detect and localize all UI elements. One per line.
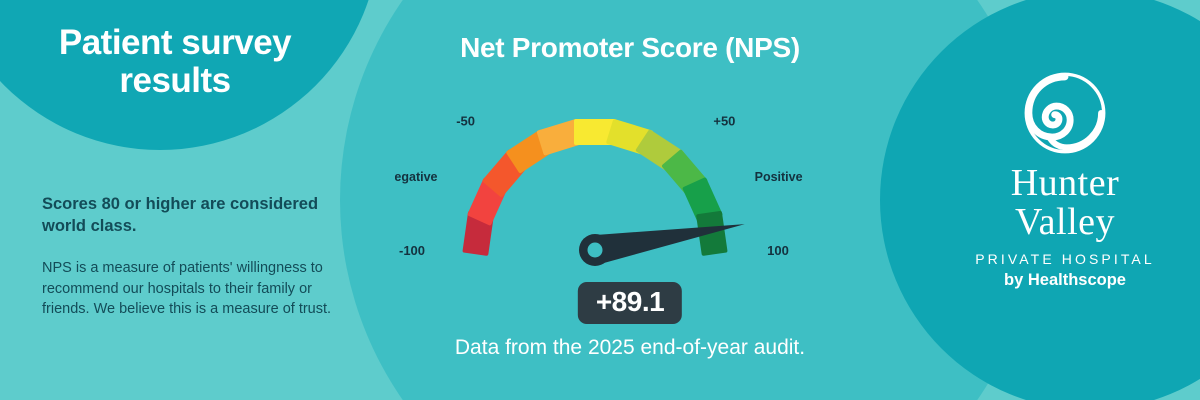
gauge-zone-label: Positive	[755, 170, 803, 184]
nps-value-badge: +89.1	[577, 282, 683, 325]
gauge-needle	[579, 224, 745, 266]
logo-name-line2: Valley	[1014, 200, 1116, 243]
gauge-zone-labels: Negative Positive	[395, 170, 803, 184]
left-panel: Patient survey results Scores 80 or high…	[0, 0, 390, 400]
gauge-tick-label: 100	[767, 243, 789, 258]
hunter-valley-spiral-icon	[1024, 72, 1106, 154]
gauge-segment	[574, 119, 616, 145]
chart-caption: Data from the 2025 end-of-year audit.	[454, 336, 806, 359]
gauge-segment	[536, 119, 584, 156]
logo-name-line1: Hunter	[1010, 162, 1120, 204]
page-title: Patient survey results	[58, 23, 292, 100]
gauge-tick-label: +50	[713, 114, 735, 129]
center-panel: Net Promoter Score (NPS) -100-500+50100 …	[375, 0, 885, 400]
gauge-zone-label: Negative	[395, 170, 438, 184]
gauge-segments	[462, 119, 728, 256]
background-circle-right	[880, 0, 1200, 400]
left-body-text: NPS is a measure of patients' willingnes…	[42, 260, 332, 318]
chart-title: Net Promoter Score (NPS)	[460, 32, 800, 63]
gauge-tick-label: -100	[399, 243, 425, 258]
needle-pointer	[592, 224, 745, 265]
logo-subtitle-line1: PRIVATE HOSPITAL	[975, 250, 1155, 267]
logo-subtitle-line2: by Healthscope	[1004, 270, 1126, 289]
gauge-tick-label: -50	[456, 114, 475, 129]
left-subheading: Scores 80 or higher are considered world…	[42, 195, 319, 235]
needle-hub-hole	[587, 242, 603, 258]
brand-logo-panel: Hunter Valley PRIVATE HOSPITAL by Health…	[940, 70, 1190, 330]
gauge-segment	[696, 211, 728, 256]
